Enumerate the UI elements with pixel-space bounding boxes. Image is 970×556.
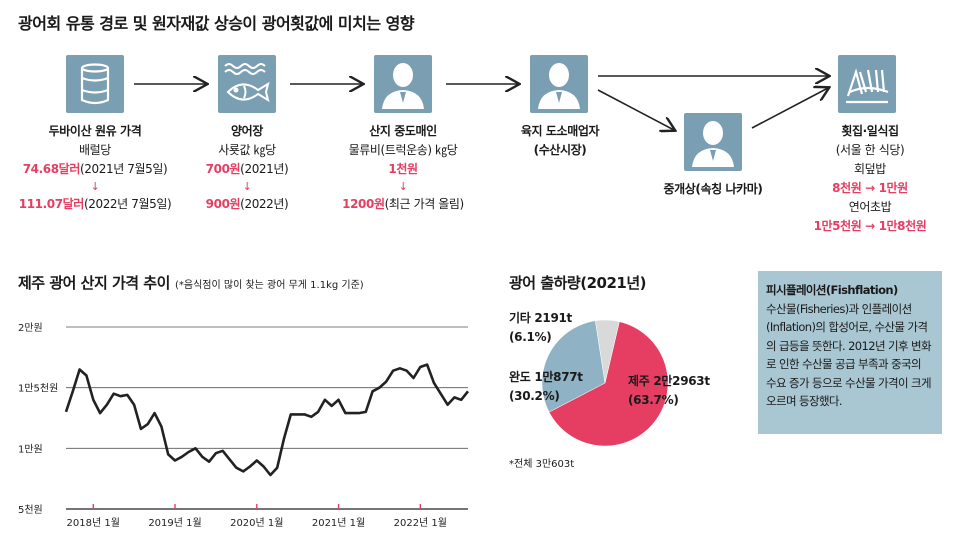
price-before: 1천원 [388, 162, 418, 176]
pie-chart [541, 319, 669, 447]
info-title: 피시플레이션(Fishflation) [766, 283, 898, 297]
fish-farm-icon [218, 55, 276, 113]
oil-barrel-icon [66, 55, 124, 113]
date-before: (2021년 7월5일) [79, 162, 168, 176]
node-broker: 산지 중도매인 물류비(트럭운송) ㎏당 1천원 ↓ 1200원(최근 가격 올… [328, 122, 478, 214]
y-tick-label: 2만원 [18, 322, 43, 334]
page-title: 광어회 유통 경로 및 원자재값 상승이 광어횟값에 미치는 영향 [18, 14, 415, 33]
node-dubai: 두바이산 원유 가격 배럴당 74.68달러(2021년 7월5일) ↓ 111… [5, 122, 185, 214]
y-tick-label: 1만5천원 [18, 383, 58, 395]
menu-item-1: 회덮밥 [854, 162, 886, 176]
x-tick-label: 2020년 1월 [230, 517, 283, 529]
price-after: 900원 [205, 197, 241, 211]
node-unit: 배럴당 [79, 143, 111, 157]
pie-label-other: 기타 2191t (6.1%) [509, 309, 572, 347]
menu-price-2: 1만5천원 → 1만8천원 [813, 219, 927, 233]
date-before: (2021년) [240, 162, 289, 176]
pie-slice-기타 [595, 319, 620, 384]
node-sub: (서울 한 식당) [835, 143, 905, 157]
node-wholesale: 육지 도소매업자 (수산시장) [490, 122, 630, 160]
line-chart-note: (*음식점이 많이 찾는 광어 무게 1.1kg 기준) [174, 280, 364, 291]
person-icon-middleman [684, 113, 742, 171]
node-restaurant: 횟집·일식집 (서울 한 식당) 회덮밥 8천원 → 1만원 연어초밥 1만5천… [795, 122, 945, 236]
down-arrow-icon: ↓ [90, 180, 100, 193]
price-line [64, 363, 470, 477]
pie-other-pct: (6.1%) [509, 330, 552, 344]
x-tick-label: 2019년 1월 [148, 517, 201, 529]
price-before: 74.68달러 [22, 162, 81, 176]
pie-chart-title: 광어 출하량(2021년) [509, 274, 646, 292]
price-after: 111.07달러 [18, 197, 85, 211]
x-tick-label: 2022년 1월 [394, 517, 447, 529]
date-after: (최근 가격 올림) [384, 197, 465, 211]
pie-other-label: 기타 2191t [509, 311, 572, 325]
pie-jeju-label: 제주 2만2963t [628, 374, 710, 388]
pie-jeju-pct: (63.7%) [628, 393, 679, 407]
node-name: 양어장 [231, 124, 263, 138]
node-sub: (수산시장) [533, 143, 587, 157]
info-body: 수산물(Fisheries)과 인플레이션(Inflation)의 합성어로, … [766, 301, 932, 409]
node-middleman: 중개상(속칭 나카마) [648, 180, 778, 199]
sashimi-icon [838, 55, 896, 113]
node-name: 산지 중도매인 [369, 124, 437, 138]
line-chart: 2만원 1만5천원 1만원 5천원 2018년 1월 2019년 1월 2020년 1월 20… [18, 322, 470, 529]
date-after: (2022년 7월5일) [83, 197, 172, 211]
down-arrow-icon: ↓ [398, 180, 408, 193]
pie-total-note: *전체 3만603t [509, 459, 575, 470]
x-tick-label: 2021년 1월 [312, 517, 365, 529]
y-tick-label: 1만원 [18, 443, 43, 455]
x-tick-label: 2018년 1월 [67, 517, 120, 529]
date-after: (2022년) [240, 197, 289, 211]
node-unit: 물류비(트럭운송) ㎏당 [348, 143, 458, 157]
price-before: 700원 [205, 162, 241, 176]
pie-wando-pct: (30.2%) [509, 389, 560, 403]
pie-wando-label: 완도 1만877t [509, 370, 583, 384]
node-unit: 사룟값 ㎏당 [218, 143, 276, 157]
pie-slice-제주 [548, 321, 669, 447]
down-arrow-icon: ↓ [242, 180, 252, 193]
node-farm: 양어장 사룟값 ㎏당 700원(2021년) ↓ 900원(2022년) [172, 122, 322, 214]
pie-slice-완도 [541, 320, 606, 413]
node-name: 횟집·일식집 [841, 124, 899, 138]
line-chart-title: 제주 광어 산지 가격 추이 [18, 274, 170, 292]
person-icon-wholesale [530, 55, 588, 113]
menu-price-1: 8천원 → 1만원 [832, 181, 908, 195]
node-name: 중개상(속칭 나카마) [663, 182, 763, 196]
info-box: 피시플레이션(Fishflation) 수산물(Fisheries)과 인플레이… [758, 271, 942, 434]
node-name: 두바이산 원유 가격 [48, 124, 142, 138]
price-after: 1200원 [342, 197, 385, 211]
menu-item-2: 연어초밥 [848, 200, 892, 214]
pie-label-wando: 완도 1만877t (30.2%) [509, 368, 583, 406]
flow-arrows [134, 0, 970, 200]
node-name: 육지 도소매업자 [520, 124, 600, 138]
pie-label-jeju: 제주 2만2963t (63.7%) [628, 372, 710, 410]
person-icon-broker [374, 55, 432, 113]
y-tick-label: 5천원 [18, 504, 43, 516]
line-section-header: 제주 광어 산지 가격 추이 (*음식점이 많이 찾는 광어 무게 1.1kg … [18, 272, 364, 293]
